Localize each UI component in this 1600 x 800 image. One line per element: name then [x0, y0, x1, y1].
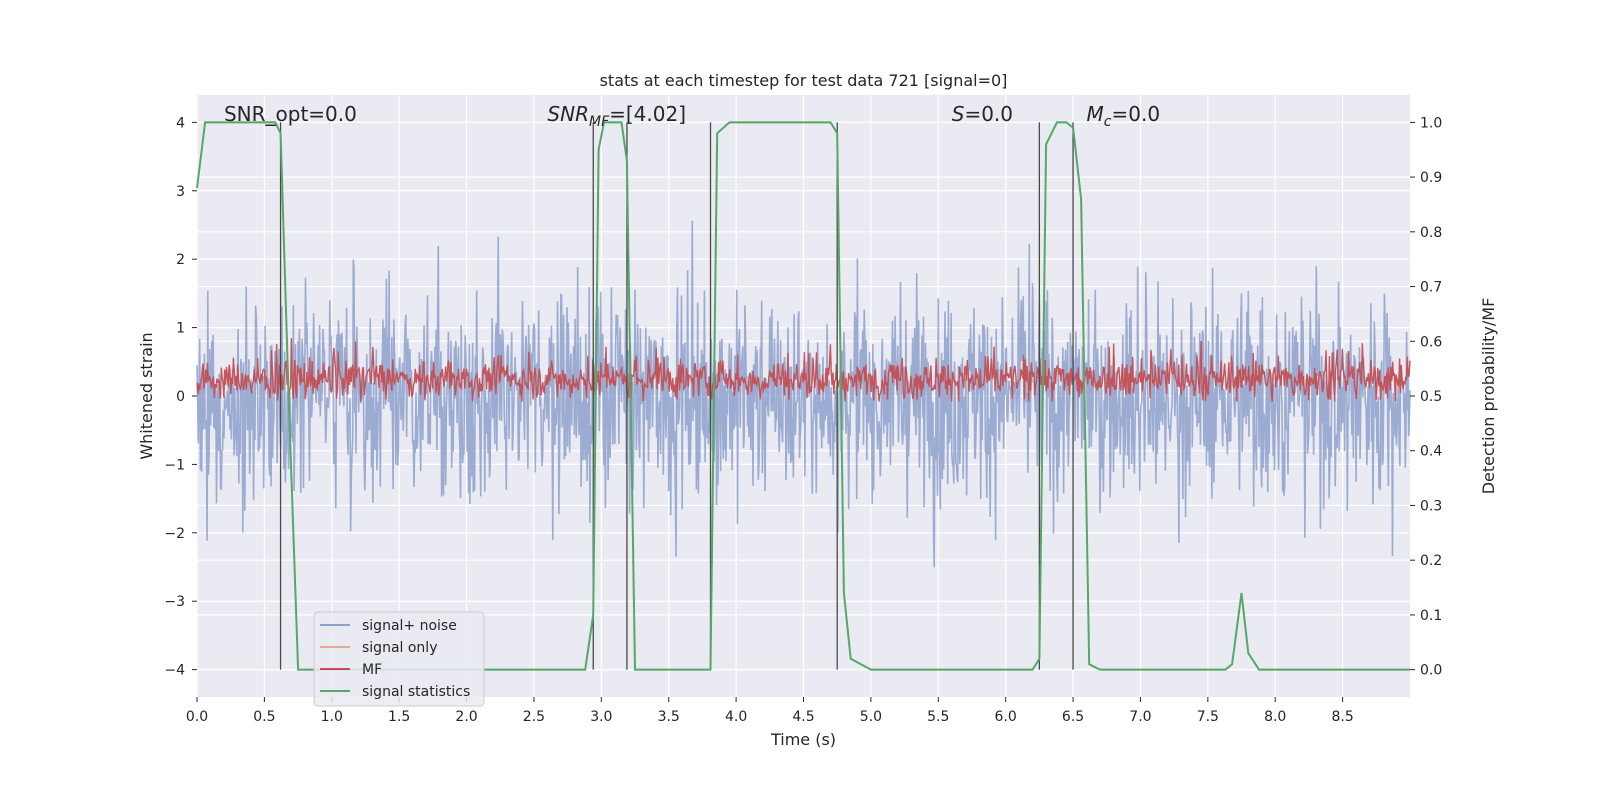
- y-right-tick-label: 0.5: [1420, 389, 1442, 405]
- annotation: SNR_opt=0.0: [224, 102, 357, 126]
- y-tick-label: 0: [176, 389, 185, 405]
- y-tick-label: 3: [176, 184, 185, 200]
- y-right-tick-label: 0.2: [1420, 553, 1442, 569]
- y-right-tick-label: 0.0: [1420, 663, 1442, 679]
- y-right-tick-label: 0.3: [1420, 498, 1442, 514]
- y-axis-label: Whitened strain: [137, 332, 156, 459]
- x-tick-label: 6.0: [995, 709, 1017, 725]
- x-tick-label: 4.0: [725, 709, 747, 725]
- y-right-tick-label: 0.8: [1420, 225, 1442, 241]
- y-tick-label: −4: [164, 663, 185, 679]
- annotation-part: MF: [589, 114, 610, 130]
- legend-label: signal+ noise: [362, 618, 457, 634]
- y-right-tick-label: 0.6: [1420, 334, 1442, 350]
- x-tick-label: 3.0: [590, 709, 612, 725]
- y-right-tick-label: 0.4: [1420, 444, 1442, 460]
- y-tick-label: 4: [176, 115, 185, 131]
- annotation-part: =0.0: [1112, 102, 1161, 126]
- y-right-tick-label: 1.0: [1420, 115, 1442, 131]
- y-right-tick-label: 0.7: [1420, 280, 1442, 296]
- y-tick-label: −1: [164, 457, 185, 473]
- x-tick-label: 0.0: [186, 709, 208, 725]
- legend-label: MF: [362, 662, 382, 678]
- annotation: Mc=0.0: [1087, 102, 1161, 130]
- x-axis-label: Time (s): [770, 730, 836, 749]
- y-tick-label: 2: [176, 252, 185, 268]
- legend: signal+ noise signal only MF signal statist…: [314, 612, 484, 706]
- y-tick-label: −3: [164, 594, 185, 610]
- annotation-part: M: [1087, 102, 1104, 126]
- y-right-tick-label: 0.9: [1420, 170, 1442, 186]
- annotation: S=0.0: [952, 102, 1013, 126]
- annotation-part: =[4.02]: [609, 102, 686, 126]
- legend-label: signal only: [362, 640, 437, 656]
- chart-title: stats at each timestep for test data 721…: [600, 71, 1008, 90]
- annotation: SNRMF=[4.02]: [547, 102, 686, 130]
- x-tick-label: 5.0: [860, 709, 882, 725]
- x-tick-label: 2.5: [523, 709, 545, 725]
- x-tick-label: 7.0: [1129, 709, 1151, 725]
- x-tick-label: 6.5: [1062, 709, 1084, 725]
- y-tick-label: −2: [164, 526, 185, 542]
- y-axis-label-right: Detection probability/MF: [1479, 298, 1498, 495]
- y-tick-label: 1: [176, 321, 185, 337]
- annotation-part: S: [952, 102, 965, 126]
- y-right-tick-label: 0.1: [1420, 608, 1442, 624]
- x-tick-label: 8.0: [1264, 709, 1286, 725]
- annotation-part: SNR: [547, 102, 589, 126]
- x-tick-label: 4.5: [792, 709, 814, 725]
- x-tick-label: 8.5: [1331, 709, 1353, 725]
- x-tick-label: 3.5: [658, 709, 680, 725]
- x-tick-label: 0.5: [253, 709, 275, 725]
- x-tick-label: 7.5: [1197, 709, 1219, 725]
- x-tick-label: 5.5: [927, 709, 949, 725]
- annotation-part: =0.0: [964, 102, 1013, 126]
- legend-label: signal statistics: [362, 684, 470, 700]
- x-tick-label: 1.5: [388, 709, 410, 725]
- x-tick-label: 1.0: [321, 709, 343, 725]
- x-tick-label: 2.0: [455, 709, 477, 725]
